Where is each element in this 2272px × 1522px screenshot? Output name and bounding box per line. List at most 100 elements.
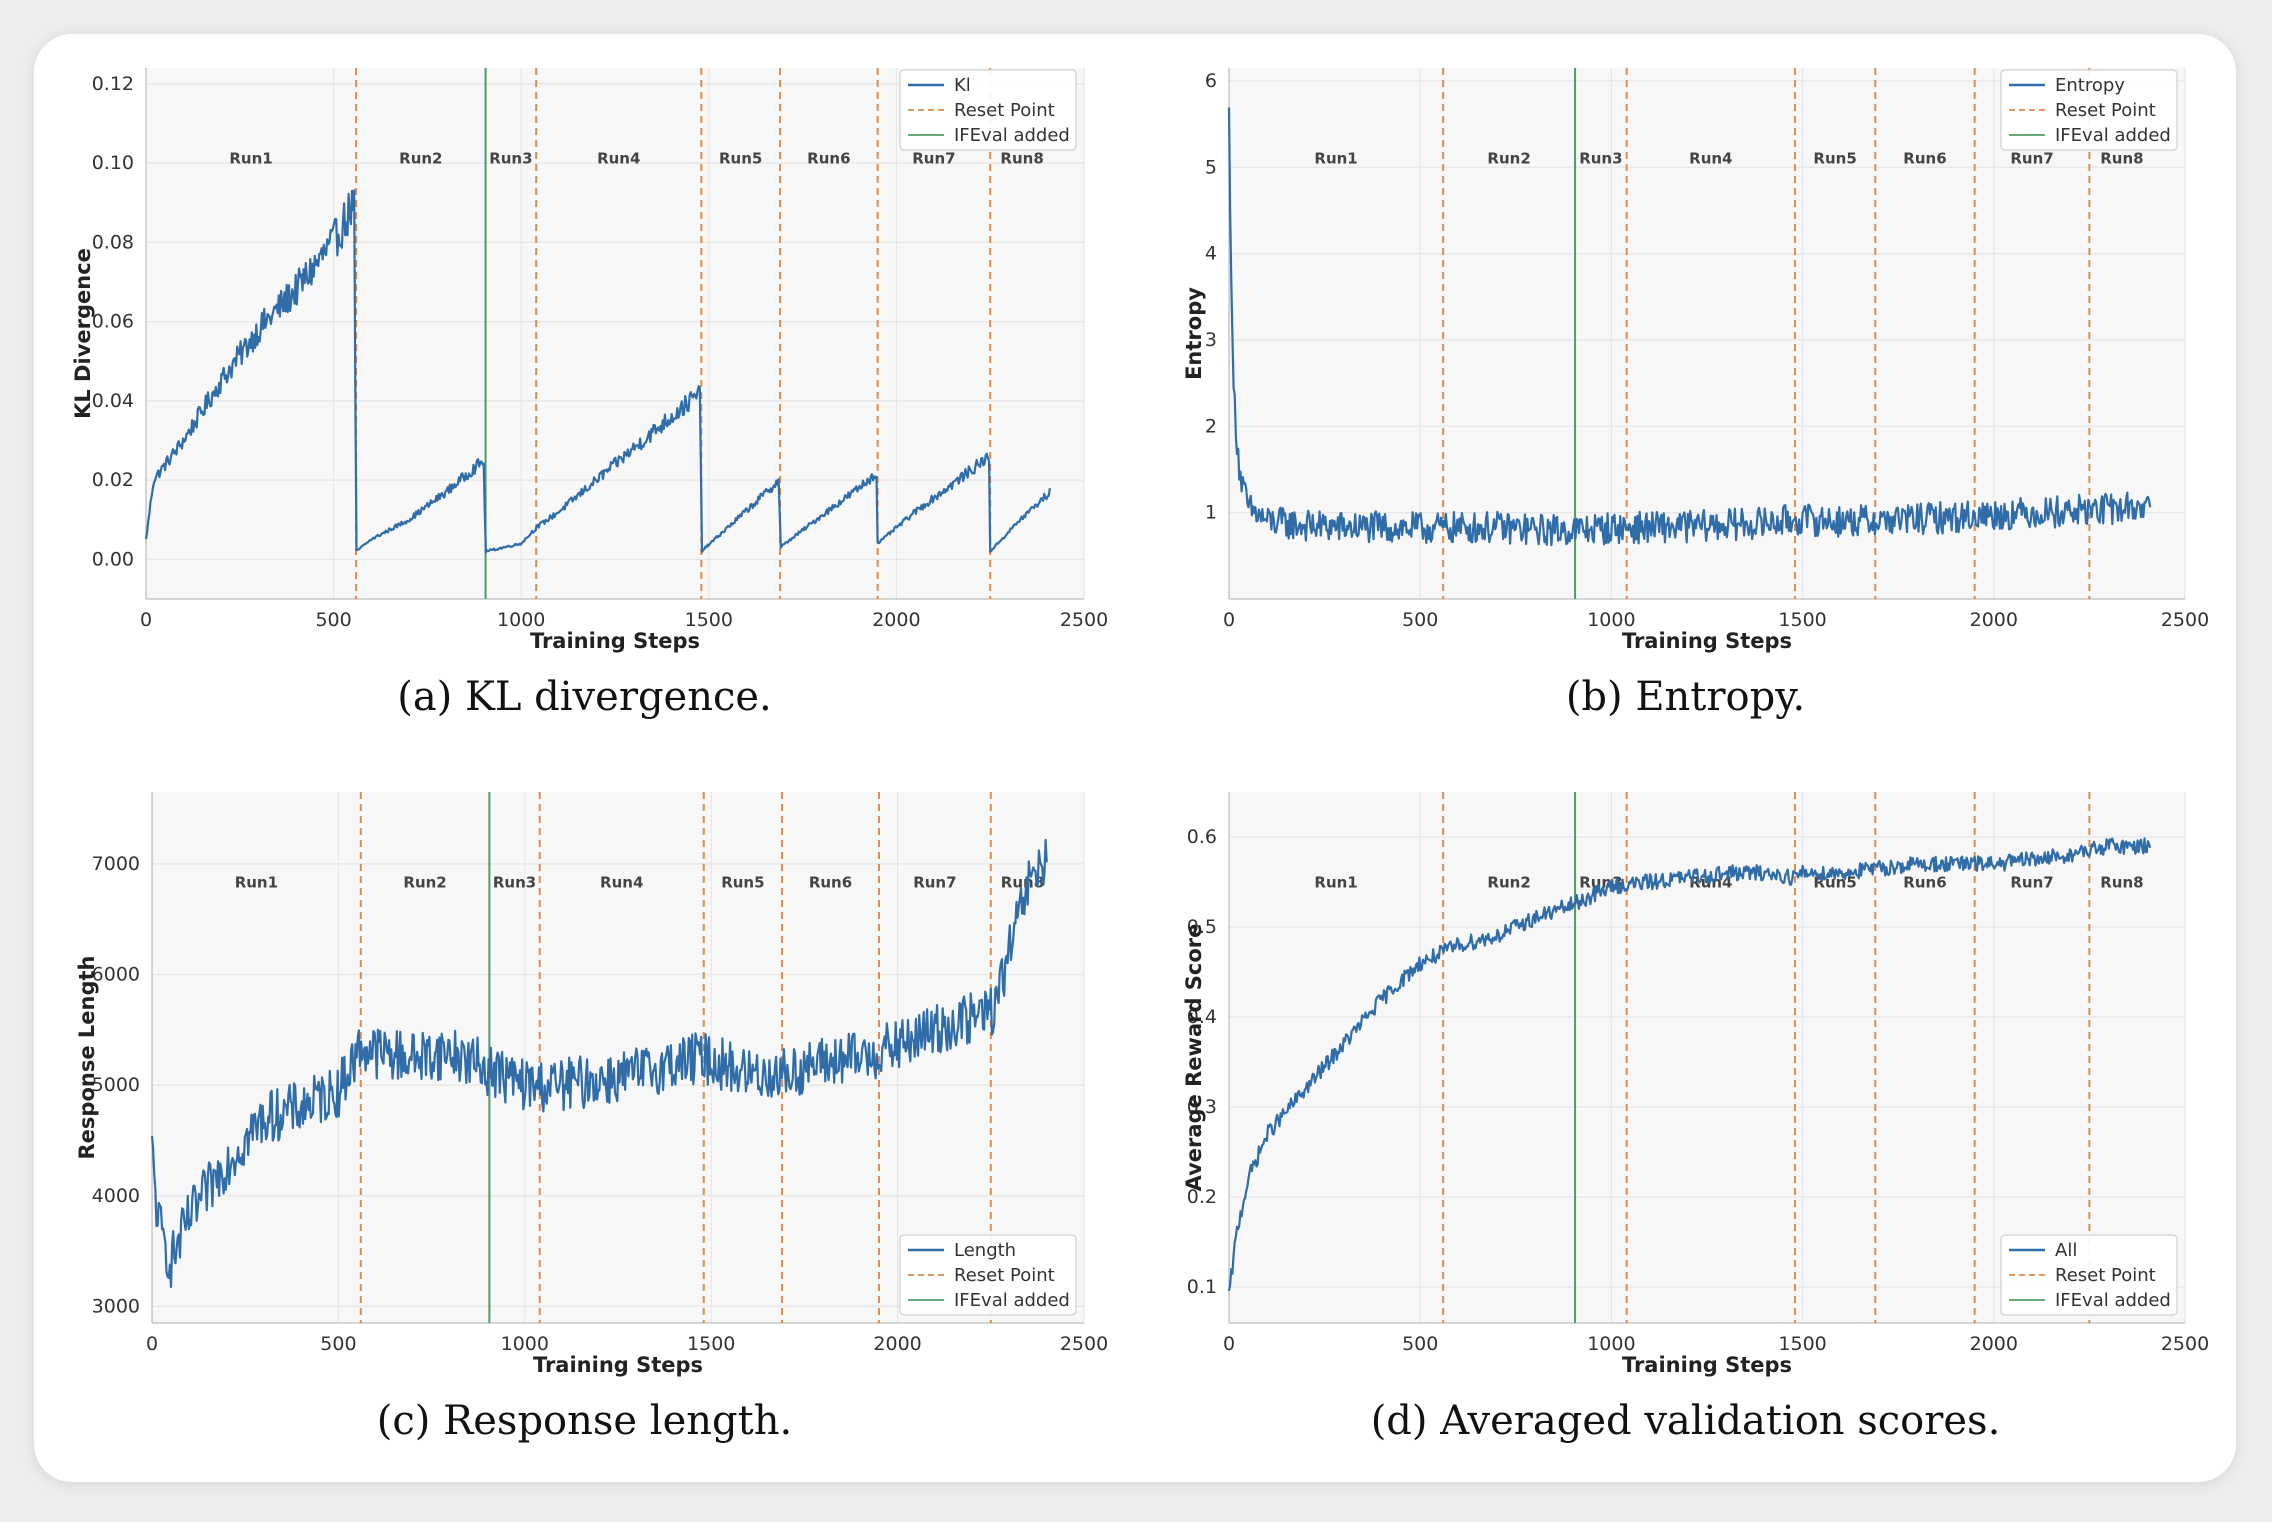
legend-label: Entropy: [2055, 75, 2125, 96]
legend: Entropy Reset Point IFEval added: [2000, 69, 2178, 151]
y-tick-label: 6000: [92, 964, 140, 986]
run-label: Run6: [807, 150, 850, 168]
run-label: Run1: [1314, 874, 1357, 892]
caption-b: (b) Entropy.: [1565, 674, 1806, 720]
x-tick-label: 500: [315, 609, 351, 631]
panel-kl-divergence: 0 500 1000 1500 2000 2500 0.00 0.02 0.04 0.06 0.08…: [34, 34, 1135, 758]
run-label: Run7: [913, 874, 956, 892]
legend-label: IFEval added: [2055, 1290, 2171, 1311]
y-tick-label: 0.08: [92, 231, 134, 253]
x-tick-label: 2500: [1060, 609, 1108, 631]
y-tick-label: 0.2: [1187, 1186, 1217, 1208]
y-tick-label: 0.3: [1187, 1096, 1217, 1118]
caption-d: (d) Averaged validation scores.: [1370, 1398, 2001, 1444]
run-label: Run4: [597, 150, 640, 168]
y-tick-label: 3: [1205, 329, 1217, 351]
y-tick-label: 0.00: [92, 548, 134, 570]
x-tick-label: 2000: [1970, 609, 2018, 631]
legend: Kl Reset Point IFEval added: [899, 69, 1077, 151]
x-tick-label: 2500: [2161, 1333, 2209, 1355]
run-label: Run1: [229, 150, 272, 168]
series-line: [1227, 107, 2152, 547]
x-tick-label: 1000: [497, 609, 545, 631]
run-label: Run3: [1579, 150, 1622, 168]
kl-divergence-chart: 0 500 1000 1500 2000 2500 0.00 0.02 0.04 0.06 0.08…: [71, 68, 1108, 653]
x-tick-label: 2500: [1060, 1333, 1108, 1355]
y-tick-label: 5000: [92, 1074, 140, 1096]
legend-label: Length: [954, 1240, 1016, 1261]
legend-label: Reset Point: [954, 100, 1055, 121]
x-tick-label: 500: [1402, 1333, 1438, 1355]
y-tick-label: 0.10: [92, 152, 134, 174]
entropy-chart: 0 500 1000 1500 2000 2500 1 2 3 4 5 6 Training Steps…: [1182, 68, 2209, 653]
panel-validation-scores: 0 500 1000 1500 2000 2500 0.1 0.2 0.3 0.4 0.5 0.6 Tr…: [1135, 758, 2236, 1482]
x-tick-label: 1500: [1778, 1333, 1826, 1355]
x-tick-label: 1000: [501, 1333, 549, 1355]
run-label: Run7: [2010, 150, 2053, 168]
run-label: Run8: [2100, 874, 2143, 892]
run-label: Run7: [912, 150, 955, 168]
run-label: Run5: [721, 874, 764, 892]
x-tick-label: 1500: [687, 1333, 735, 1355]
legend-label: IFEval added: [954, 125, 1070, 146]
y-tick-label: 4000: [92, 1185, 140, 1207]
x-axis-title: Training Steps: [533, 1353, 703, 1377]
series-line: [144, 189, 1051, 554]
x-tick-label: 1000: [1587, 1333, 1635, 1355]
response-length-chart: 0 500 1000 1500 2000 2500 3000 4000 5000 6000 7000…: [75, 792, 1108, 1377]
y-tick-label: 0.02: [92, 469, 134, 491]
caption-a: (a) KL divergence.: [397, 674, 772, 720]
legend-box: [2000, 69, 2178, 151]
x-tick-label: 0: [146, 1333, 158, 1355]
run-label: Run6: [1903, 150, 1946, 168]
x-tick-label: 2000: [1970, 1333, 2018, 1355]
x-tick-label: 2000: [873, 1333, 921, 1355]
run-label: Run8: [1000, 150, 1043, 168]
y-tick-label: 0.1: [1187, 1276, 1217, 1298]
y-tick-label: 5: [1205, 156, 1217, 178]
y-tick-label: 3000: [92, 1295, 140, 1317]
y-tick-label: 1: [1205, 502, 1217, 524]
run-label: Run8: [2100, 150, 2143, 168]
legend: Length Reset Point IFEval added: [899, 1234, 1077, 1316]
run-label: Run2: [1487, 874, 1530, 892]
y-axis-title: Response Length: [75, 956, 99, 1160]
y-tick-label: 0.12: [92, 73, 134, 95]
x-tick-label: 1000: [1587, 609, 1635, 631]
figure-card: 0 500 1000 1500 2000 2500 0.00 0.02 0.04 0.06 0.08…: [34, 34, 2236, 1482]
x-tick-label: 2500: [2161, 609, 2209, 631]
run-label: Run2: [403, 874, 446, 892]
run-label: Run5: [1813, 150, 1856, 168]
x-tick-label: 1500: [1778, 609, 1826, 631]
x-tick-label: 2000: [872, 609, 920, 631]
y-tick-label: 0.4: [1187, 1006, 1217, 1028]
legend-label: All: [2055, 1240, 2077, 1261]
y-tick-label: 6: [1205, 70, 1217, 92]
run-label: Run5: [719, 150, 762, 168]
y-axis-title: Entropy: [1182, 287, 1206, 380]
x-tick-label: 0: [140, 609, 152, 631]
y-tick-label: 0.5: [1187, 916, 1217, 938]
legend-box: [2000, 1234, 2178, 1316]
legend-label: Reset Point: [2055, 1265, 2156, 1286]
x-tick-label: 0: [1223, 1333, 1235, 1355]
y-axis-title: KL Divergence: [71, 248, 95, 419]
legend: All Reset Point IFEval added: [2000, 1234, 2178, 1316]
panel-entropy: 0 500 1000 1500 2000 2500 1 2 3 4 5 6 Training Steps…: [1135, 34, 2236, 758]
x-tick-label: 500: [320, 1333, 356, 1355]
run-label: Run2: [399, 150, 442, 168]
run-label: Run1: [235, 874, 278, 892]
x-tick-label: 0: [1223, 609, 1235, 631]
legend-label: IFEval added: [2055, 125, 2171, 146]
y-axis-title: Average Reward Score: [1182, 924, 1206, 1192]
y-tick-label: 2: [1205, 415, 1217, 437]
run-label: Run1: [1314, 150, 1357, 168]
legend-label: Kl: [954, 75, 971, 96]
series-line: [150, 838, 1048, 1288]
y-tick-label: 0.06: [92, 311, 134, 333]
run-label: Run6: [809, 874, 852, 892]
y-tick-label: 0.04: [92, 390, 134, 412]
y-tick-label: 4: [1205, 243, 1217, 265]
legend-label: Reset Point: [2055, 100, 2156, 121]
x-axis-title: Training Steps: [530, 629, 700, 653]
